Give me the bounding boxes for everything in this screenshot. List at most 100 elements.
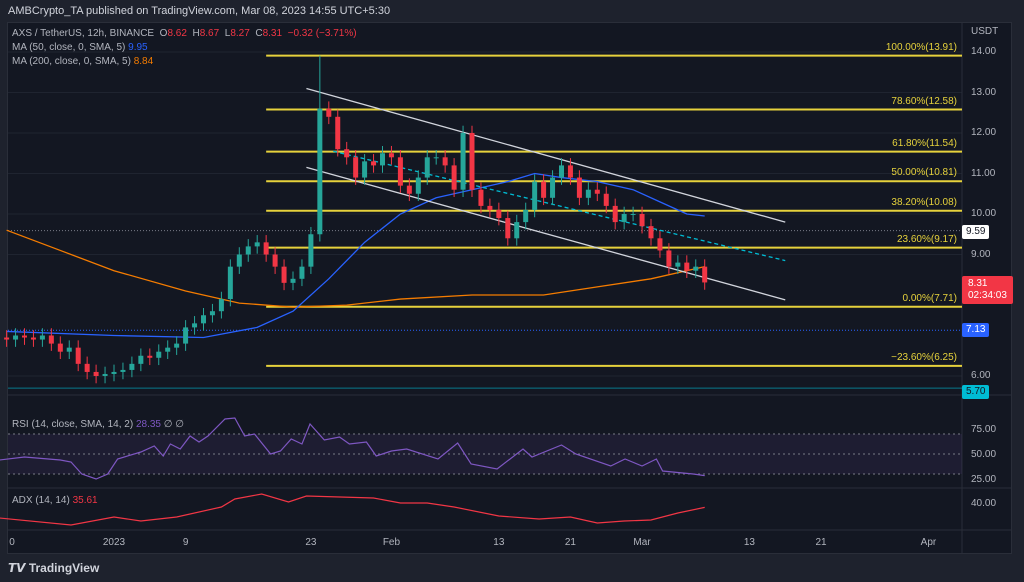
candle-body	[362, 161, 368, 178]
candle-body	[406, 185, 412, 194]
ma50-legend[interactable]: MA (50, close, 0, SMA, 5) 9.95	[12, 42, 148, 54]
adx-tick: 40.00	[971, 498, 997, 509]
candle-body	[469, 133, 475, 190]
candle-body	[13, 335, 19, 340]
low-label: L	[224, 28, 231, 39]
candle-body	[245, 246, 251, 255]
candle-body	[657, 238, 663, 251]
candle-body	[209, 311, 215, 316]
ma200-label: MA (200, close, 0, SMA, 5)	[12, 56, 131, 67]
candle-body	[281, 266, 287, 283]
candle-body	[496, 209, 502, 219]
candle-body	[84, 363, 90, 372]
candle-body	[451, 165, 457, 190]
time-tick: Feb	[382, 537, 401, 548]
adx-line	[0, 493, 705, 526]
fib-label: 78.60%(12.58)	[891, 95, 957, 107]
rsi-tick: 50.00	[971, 449, 997, 460]
candle-body	[4, 337, 10, 340]
candle-body	[675, 262, 681, 267]
price-tick: 14.00	[971, 46, 997, 57]
candle-body	[165, 347, 171, 352]
candle-body	[380, 153, 385, 166]
candle-body	[487, 205, 493, 210]
candle-body	[129, 363, 135, 370]
fib-label: 61.80%(11.54)	[892, 137, 957, 149]
time-tick: 21	[564, 537, 576, 548]
candle-body	[585, 189, 591, 198]
candle-body	[183, 327, 189, 344]
candle-body	[505, 218, 511, 239]
price-tick: 6.00	[971, 370, 991, 381]
fib-label: −23.60%(6.25)	[891, 351, 957, 363]
candle-body	[30, 337, 36, 340]
candle-body	[48, 335, 54, 344]
candle-body	[93, 371, 99, 376]
candle-body	[559, 165, 564, 178]
candle-body	[371, 161, 377, 166]
time-tick: 21	[815, 537, 827, 548]
countdown: 02:34:03	[968, 290, 1007, 301]
rsi-label: RSI (14, close, SMA, 14, 2)	[12, 419, 134, 430]
high-label: H	[192, 28, 200, 39]
candle-body	[353, 157, 359, 178]
time-tick: Apr	[920, 537, 937, 548]
currency-label: USDT	[971, 26, 999, 37]
candle-body	[550, 177, 556, 198]
candle-body	[344, 149, 350, 158]
fib-label: 50.00%(10.81)	[891, 167, 957, 179]
price-tag-cyan: 5.70	[962, 385, 990, 399]
candle-body	[263, 242, 269, 255]
candle-body	[236, 254, 242, 267]
candle-body	[254, 242, 260, 247]
candle-body	[227, 266, 233, 300]
open-value: 8.62	[167, 28, 187, 39]
price-tick: 9.00	[971, 248, 991, 260]
open-label: O	[159, 28, 168, 39]
fib-label: 38.20%(10.08)	[891, 196, 957, 208]
candle-body	[138, 355, 144, 364]
time-tick: 9	[182, 537, 189, 548]
candle-body	[693, 266, 699, 271]
candle-body	[299, 266, 305, 279]
candle-body	[576, 177, 582, 198]
price-tick: 13.00	[971, 86, 997, 98]
rsi-line	[0, 417, 705, 480]
candle-body	[66, 347, 72, 352]
ma200-value: 8.84	[133, 56, 154, 67]
adx-legend[interactable]: ADX (14, 14) 35.61	[12, 495, 98, 507]
close-value: 8.31	[262, 28, 283, 39]
candle-body	[326, 108, 332, 117]
rsi-extra: ∅ ∅	[163, 419, 184, 430]
ma50-label: MA (50, close, 0, SMA, 5)	[12, 42, 126, 53]
publisher-header: AMBCrypto_TA published on TradingView.co…	[8, 5, 391, 17]
channel-upper-line	[306, 87, 786, 223]
fib-label: 100.00%(13.91)	[885, 41, 957, 53]
candle-body	[442, 157, 448, 166]
fib-label: 23.60%(9.17)	[896, 233, 957, 245]
last-price-tag: 8.31 02:34:03	[962, 276, 1013, 304]
time-tick: Mar	[633, 537, 651, 548]
candle-body	[648, 226, 654, 239]
candle-body	[621, 214, 627, 223]
rsi-legend[interactable]: RSI (14, close, SMA, 14, 2) 28.35 ∅ ∅	[12, 419, 184, 431]
candle-body	[460, 133, 466, 190]
candle-body	[75, 347, 81, 364]
candle-body	[702, 266, 708, 283]
candle-body	[388, 153, 394, 158]
price-tag-level: 9.59	[962, 225, 990, 239]
price-tag-blue: 7.13	[962, 323, 990, 337]
candle-body	[335, 116, 341, 150]
candle-body	[147, 355, 153, 358]
candle-body	[433, 157, 439, 159]
candle-body	[290, 278, 296, 283]
ma200-legend[interactable]: MA (200, close, 0, SMA, 5) 8.84	[12, 56, 153, 68]
candle-body	[684, 262, 690, 271]
candle-body	[630, 214, 636, 215]
candle-body	[57, 343, 63, 352]
tradingview-logo[interactable]: 𝙏𝙑 TradingView	[8, 561, 99, 575]
candle-body	[514, 222, 520, 239]
candle-body	[192, 323, 198, 328]
candle-body	[567, 165, 573, 178]
